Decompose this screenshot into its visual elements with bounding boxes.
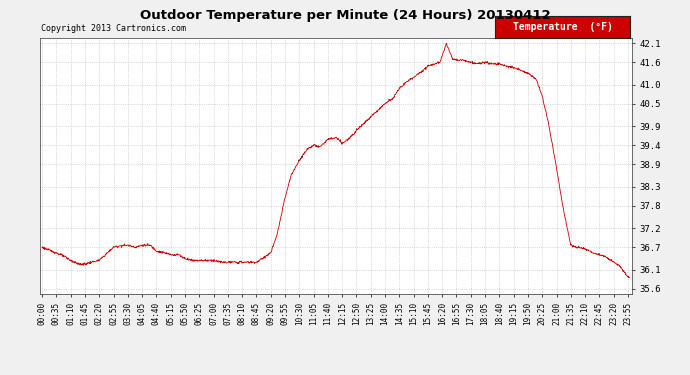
Text: Copyright 2013 Cartronics.com: Copyright 2013 Cartronics.com [41,24,186,33]
Text: Outdoor Temperature per Minute (24 Hours) 20130412: Outdoor Temperature per Minute (24 Hours… [139,9,551,22]
Text: Temperature  (°F): Temperature (°F) [513,22,613,32]
